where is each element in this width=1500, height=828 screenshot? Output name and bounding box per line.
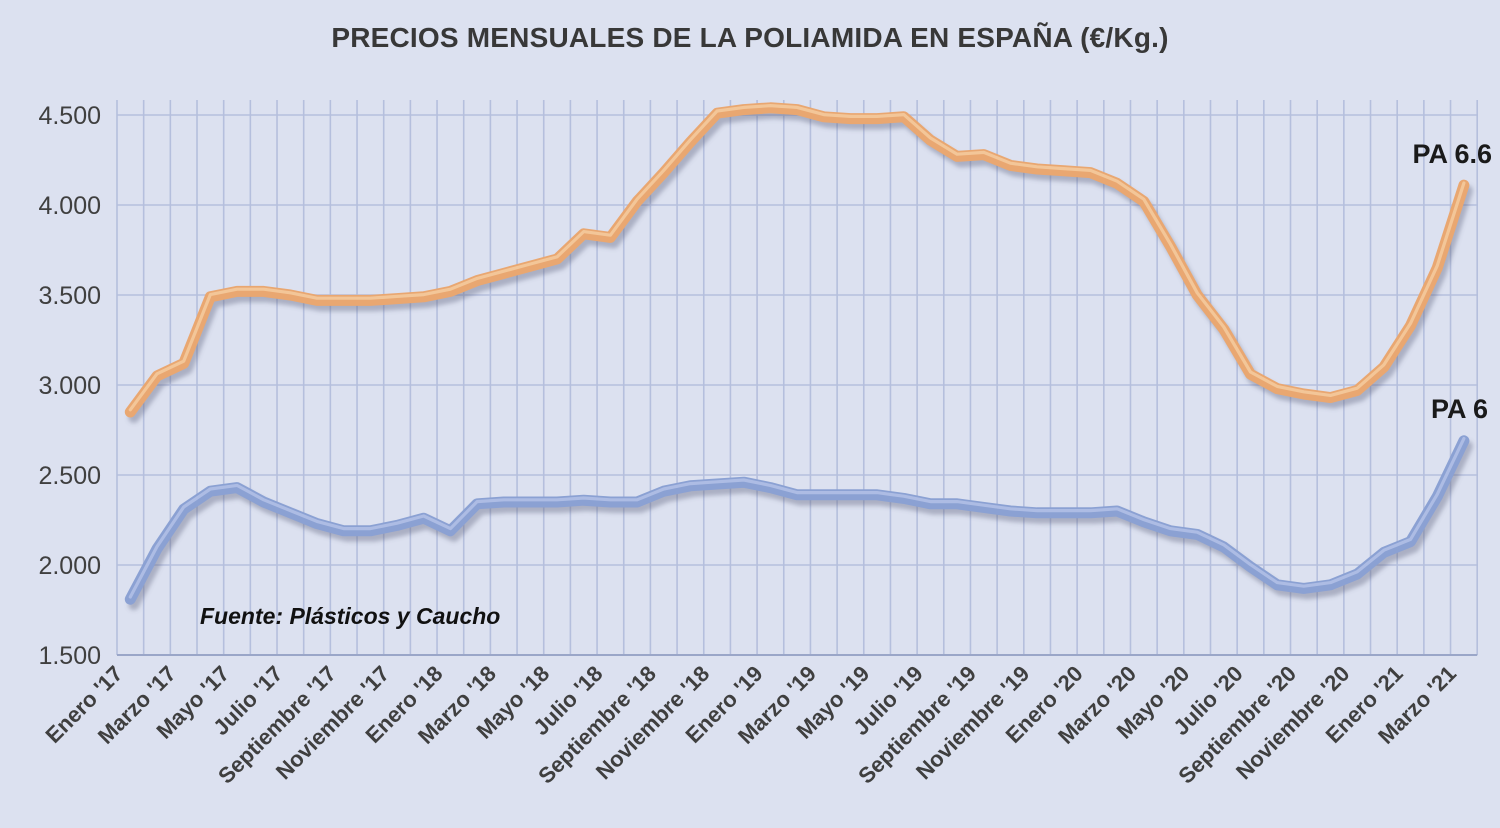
y-axis-tick-label: 4.000	[38, 192, 101, 220]
y-axis-tick-label: 2.000	[38, 552, 101, 580]
y-axis-tick-label: 4.500	[38, 102, 101, 130]
y-axis-tick-label: 1.500	[38, 642, 101, 670]
series-highlight-PA6	[128, 436, 1466, 599]
series-shadow-PA66	[128, 107, 1473, 423]
series-label-pa6: PA 6	[1430, 394, 1488, 424]
series-label-pa66: PA 6.6	[1412, 139, 1492, 169]
series-line-PA6	[124, 435, 1470, 605]
y-axis-tick-label: 3.000	[38, 372, 101, 400]
y-axis-tick-label: 3.500	[38, 282, 101, 310]
chart-title: PRECIOS MENSUALES DE LA POLIAMIDA EN ESP…	[331, 22, 1169, 53]
source-note: Fuente: Plásticos y Caucho	[200, 603, 501, 629]
series-highlight-PA66	[128, 104, 1466, 412]
y-axis-tick-label: 2.500	[38, 462, 101, 490]
